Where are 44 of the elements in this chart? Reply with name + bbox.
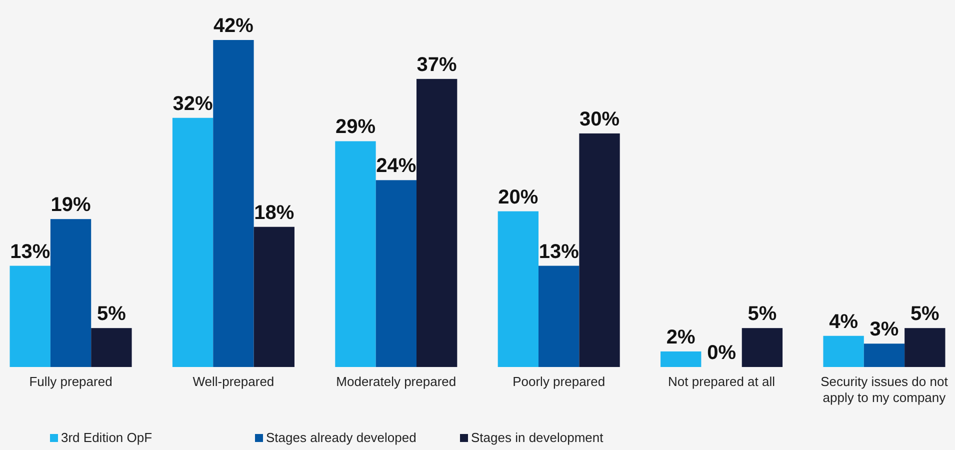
x-tick-label: Moderately prepared: [336, 374, 456, 389]
data-label: 18%: [254, 202, 294, 224]
data-label: 24%: [376, 155, 416, 178]
legend-label: Stages already developed: [266, 430, 416, 445]
x-tick-label: Well-prepared: [192, 374, 274, 389]
bar: [335, 141, 376, 367]
data-label: 2%: [666, 326, 696, 348]
x-tick-label: Security issues do not apply to my company: [820, 374, 948, 405]
x-tick-label: Poorly prepared: [512, 374, 606, 389]
bar: [538, 266, 580, 367]
bar: [864, 344, 905, 367]
data-label: 37%: [416, 54, 458, 76]
bar: [823, 336, 864, 367]
data-label: 13%: [538, 240, 580, 263]
bar: [50, 219, 92, 367]
data-label: 5%: [748, 303, 777, 326]
data-label: 30%: [580, 108, 620, 130]
bar: [660, 351, 702, 367]
bar: [742, 328, 783, 367]
bar: [172, 118, 214, 367]
bar: [10, 266, 50, 367]
bar: [376, 180, 416, 367]
data-label: 3%: [870, 318, 899, 341]
bar: [91, 328, 132, 367]
bar: [904, 328, 946, 367]
data-label: 19%: [50, 194, 91, 216]
data-label: 13%: [10, 240, 50, 263]
data-label: 5%: [910, 303, 940, 326]
bar: [254, 226, 294, 367]
bar: [579, 133, 620, 367]
data-label: 32%: [172, 92, 214, 115]
x-tick-label: Not prepared at all: [668, 374, 776, 389]
data-label: 42%: [213, 15, 254, 37]
data-label: 5%: [96, 303, 126, 326]
legend-label: Stages in development: [471, 430, 604, 445]
x-tick-label: Fully prepared: [29, 374, 112, 389]
bar: [498, 211, 539, 367]
legend-label: 3rd Edition OpF: [61, 430, 152, 445]
data-label: 4%: [829, 310, 858, 333]
bar: [416, 78, 458, 367]
data-label: 20%: [498, 186, 538, 208]
bar: [213, 40, 254, 367]
data-label: 29%: [335, 116, 376, 138]
data-label: 0%: [707, 342, 736, 364]
